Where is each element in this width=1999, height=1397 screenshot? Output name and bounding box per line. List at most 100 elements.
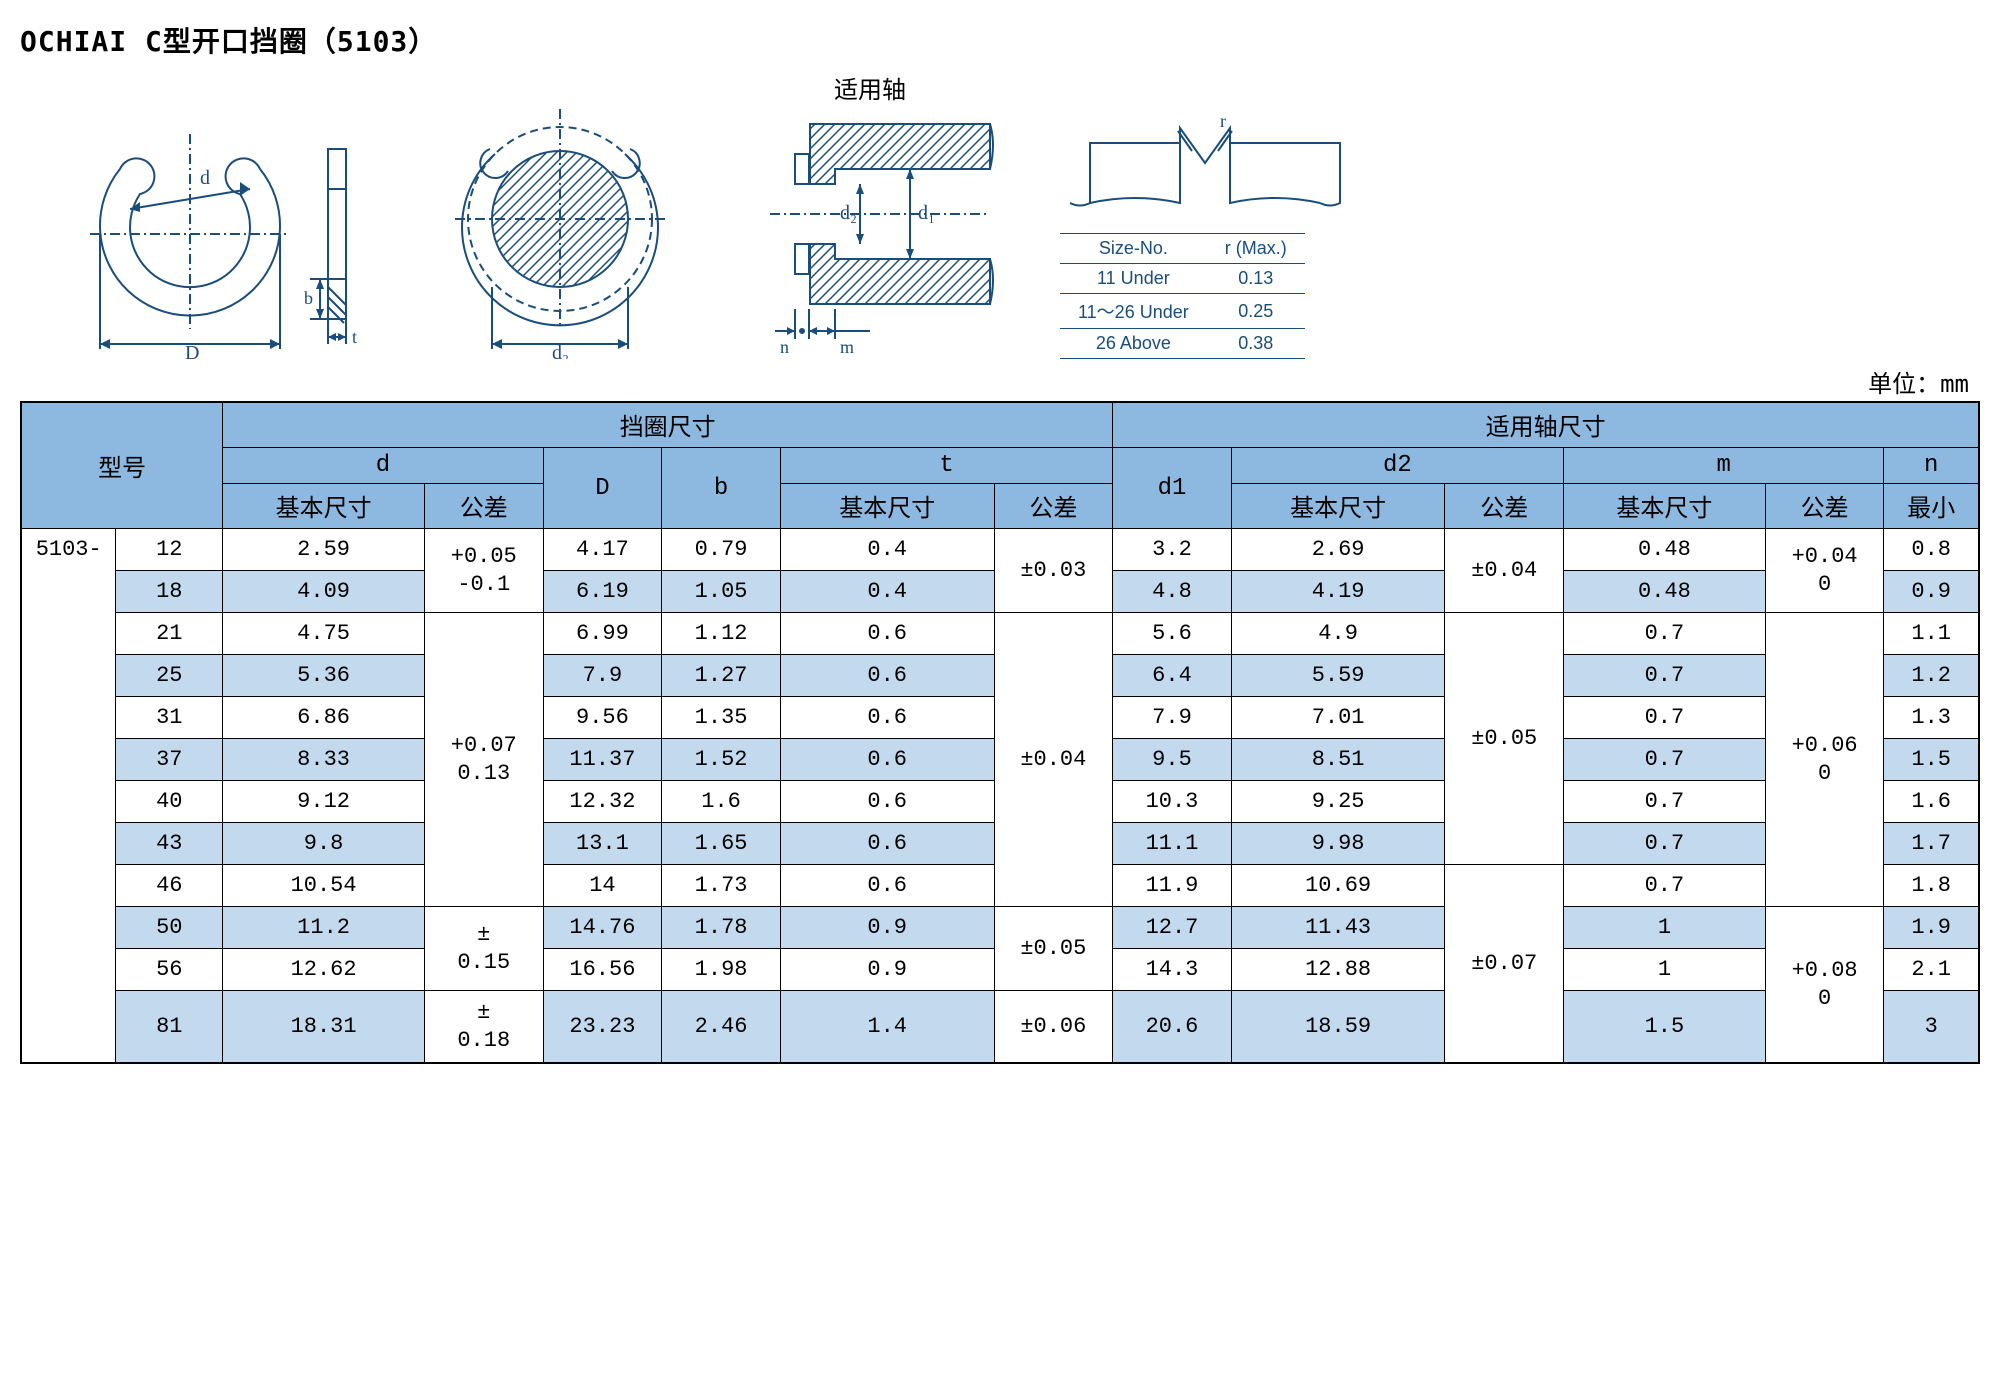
table-cell: 8.51 [1231,739,1445,781]
table-cell: 3.2 [1113,529,1232,571]
table-cell: 5.36 [223,655,425,697]
table-cell: 9.56 [543,697,662,739]
table-cell: 9.8 [223,823,425,865]
table-cell: 10.54 [223,865,425,907]
svg-text:t: t [352,327,357,347]
table-cell: 0.7 [1564,739,1766,781]
table-cell: 0.48 [1564,571,1766,613]
table-cell: ±0.18 [424,991,543,1064]
th-d1: d1 [1113,448,1232,529]
table-cell: 0.7 [1564,865,1766,907]
table-cell: +0.060 [1765,613,1884,907]
table-cell: 1.05 [662,571,781,613]
th-d2-basic: 基本尺寸 [1231,484,1445,529]
table-cell: 0.6 [780,739,994,781]
table-cell: 1.5 [1884,739,1979,781]
table-cell: 12 [116,529,223,571]
unit-label: 单位：mm [20,364,1969,399]
table-cell: 56 [116,949,223,991]
table-cell: 25 [116,655,223,697]
table-cell: 10.3 [1113,781,1232,823]
table-cell: 9.25 [1231,781,1445,823]
table-cell: 5103- [21,529,116,1064]
table-cell: 1 [1564,907,1766,949]
th-m-tol: 公差 [1765,484,1884,529]
diagram-rdetail: r Size-No. r (Max.) 11 Under0.13 11～26 U… [1060,113,1350,359]
table-cell: 6.86 [223,697,425,739]
table-cell: 1.8 [1884,865,1979,907]
table-cell: 0.6 [780,655,994,697]
table-cell: 13.1 [543,823,662,865]
table-cell: 14 [543,865,662,907]
table-cell: 8.33 [223,739,425,781]
svg-text:D: D [185,342,199,359]
table-cell: 6.4 [1113,655,1232,697]
table-cell: 5.59 [1231,655,1445,697]
table-cell: +0.080 [1765,907,1884,1064]
table-cell: 0.79 [662,529,781,571]
table-cell: 16.56 [543,949,662,991]
table-cell: 2.1 [1884,949,1979,991]
table-row: 8118.31±0.1823.232.461.4±0.0620.618.591.… [21,991,1979,1064]
table-cell: 14.3 [1113,949,1232,991]
svg-text:b: b [304,288,313,308]
table-cell: ±0.03 [994,529,1113,613]
table-cell: 23.23 [543,991,662,1064]
table-cell: 0.6 [780,823,994,865]
table-cell: ±0.07 [1445,865,1564,1064]
diagram-shaft-front: d₂ [440,99,680,359]
table-cell: 0.7 [1564,781,1766,823]
table-cell: 0.8 [1884,529,1979,571]
table-cell: ±0.06 [994,991,1113,1064]
table-cell: +0.070.13 [424,613,543,907]
table-cell: 1.6 [1884,781,1979,823]
table-cell: 12.7 [1113,907,1232,949]
table-cell: 1.27 [662,655,781,697]
table-cell: 0.9 [1884,571,1979,613]
table-cell: 9.5 [1113,739,1232,781]
table-cell: 4.8 [1113,571,1232,613]
table-cell: 1.52 [662,739,781,781]
table-cell: 1.6 [662,781,781,823]
rtable-head-r: r (Max.) [1207,234,1305,264]
table-cell: 0.6 [780,781,994,823]
page-title: OCHIAI C型开口挡圈（5103） [20,20,1979,60]
table-cell: ±0.05 [1445,613,1564,865]
table-cell: 9.98 [1231,823,1445,865]
table-cell: 0.7 [1564,697,1766,739]
th-ring: 挡圈尺寸 [223,402,1113,448]
table-cell: 1.1 [1884,613,1979,655]
table-cell: 1 [1564,949,1766,991]
table-cell: 6.99 [543,613,662,655]
th-n-min: 最小 [1884,484,1979,529]
table-cell: ±0.05 [994,907,1113,991]
table-cell: +0.040 [1765,529,1884,613]
th-shaft: 适用轴尺寸 [1113,402,1979,448]
rtable-head-size: Size-No. [1060,234,1207,264]
table-cell: 1.2 [1884,655,1979,697]
table-cell: 14.76 [543,907,662,949]
table-cell: 31 [116,697,223,739]
table-cell: +0.05-0.1 [424,529,543,613]
table-cell: 1.3 [1884,697,1979,739]
th-d: d [223,448,543,484]
table-cell: 4.75 [223,613,425,655]
table-cell: 11.43 [1231,907,1445,949]
table-cell: ±0.04 [1445,529,1564,613]
table-cell: 81 [116,991,223,1064]
table-row: 214.75+0.070.136.991.120.6±0.045.64.9±0.… [21,613,1979,655]
table-cell: 2.59 [223,529,425,571]
table-cell: 43 [116,823,223,865]
th-d-tol: 公差 [424,484,543,529]
table-cell: 7.01 [1231,697,1445,739]
table-cell: 20.6 [1113,991,1232,1064]
table-cell: ±0.04 [994,613,1113,907]
table-cell: 7.9 [1113,697,1232,739]
th-d2: d2 [1231,448,1563,484]
table-cell: 1.35 [662,697,781,739]
svg-text:d: d [200,167,210,189]
table-cell: 0.7 [1564,613,1766,655]
table-cell: 1.73 [662,865,781,907]
table-cell: 4.19 [1231,571,1445,613]
table-cell: 0.7 [1564,655,1766,697]
